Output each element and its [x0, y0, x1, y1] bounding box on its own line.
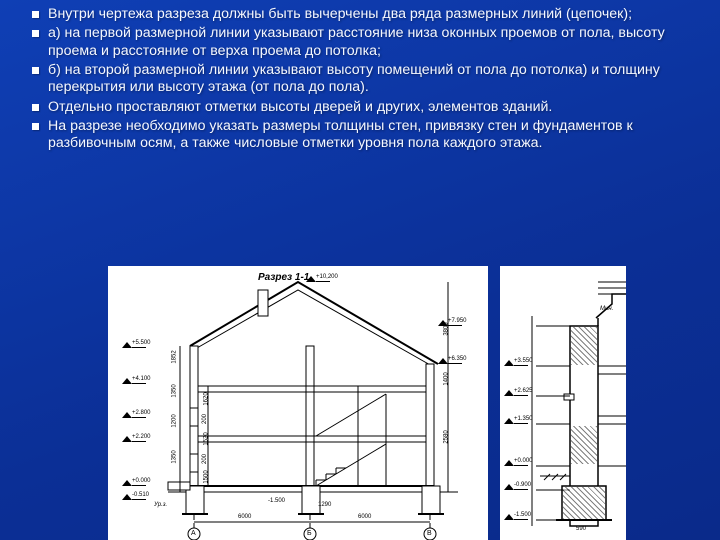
- section-svg: [108, 266, 488, 540]
- elevation-mark: +3.550: [504, 360, 522, 366]
- wall-detail: Мин. +3.550 +2.625 +1.350 +0.000 -0.900 …: [500, 266, 626, 540]
- elevation-mark: +4.100: [122, 378, 140, 384]
- dim-value: -1.500: [268, 498, 285, 504]
- elevation-mark: +2.625: [504, 390, 522, 396]
- dim-value: 1500: [204, 470, 210, 483]
- elevation-mark: +0.000: [122, 480, 140, 486]
- elevation-mark: +2.800: [122, 412, 140, 418]
- axis-label: Б: [307, 530, 312, 537]
- axis-label: В: [427, 530, 432, 537]
- dim-value: 200: [202, 414, 208, 424]
- dim-value: 1852: [172, 350, 178, 363]
- note-label: Мин.: [600, 306, 613, 312]
- ground-label: Ур.з.: [154, 502, 167, 508]
- dim-value: 3800: [444, 322, 450, 335]
- elevation-mark: +1.350: [504, 418, 522, 424]
- dim-value: 1200: [172, 414, 178, 427]
- figures-area: Разрез 1-1: [0, 240, 720, 540]
- elevation-mark: -1.500: [504, 514, 522, 520]
- dim-value: 6000: [238, 514, 251, 520]
- hatch: [563, 487, 605, 519]
- elevation-mark: -0.900: [504, 484, 522, 490]
- dim-value: 2580: [444, 430, 450, 443]
- bullet-item: На разрезе необходимо указать размеры то…: [34, 118, 700, 153]
- dim-value: 1400: [444, 372, 450, 385]
- elevation-mark: +5.500: [122, 342, 140, 348]
- elevation-mark: +2.200: [122, 436, 140, 442]
- elevation-mark: +10,200: [306, 276, 324, 282]
- section-drawing: Разрез 1-1: [108, 266, 488, 540]
- bullet-item: б) на второй размерной линии указывают в…: [34, 62, 700, 97]
- bullet-item: Отдельно проставляют отметки высоты двер…: [34, 99, 700, 116]
- dim-value: 1350: [172, 384, 178, 397]
- dim-value: 200: [202, 454, 208, 464]
- elevation-mark: +0.000: [504, 460, 522, 466]
- bullet-item: Внутри чертежа разреза должны быть вычер…: [34, 6, 700, 23]
- hatch: [571, 426, 597, 464]
- dim-value: 6000: [358, 514, 371, 520]
- bullet-item: а) на первой размерной линии указывают р…: [34, 25, 700, 60]
- elevation-mark: +6.350: [438, 358, 456, 364]
- dim-value: 590: [576, 526, 586, 532]
- elevation-mark: -0.510: [122, 494, 140, 500]
- dim-value: 1620: [204, 392, 210, 405]
- dim-value: 1290: [318, 502, 331, 508]
- dim-value: 1350: [172, 450, 178, 463]
- axis-label: А: [191, 530, 196, 537]
- hatch: [571, 327, 597, 365]
- dim-value: 1520: [204, 432, 210, 445]
- bullet-list: Внутри чертежа разреза должны быть вычер…: [20, 6, 700, 153]
